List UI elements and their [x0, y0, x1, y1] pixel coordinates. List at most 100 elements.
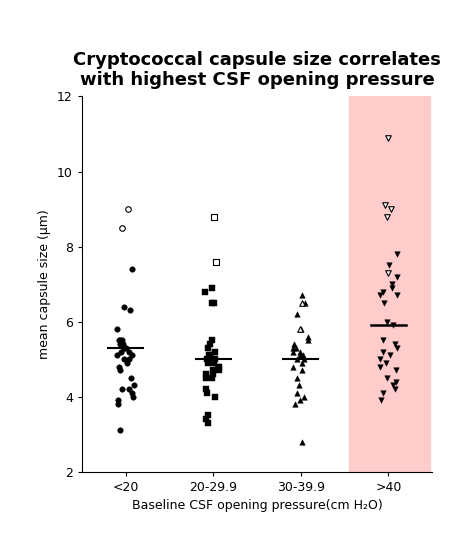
Point	[384, 317, 391, 326]
Point	[202, 385, 210, 393]
Point	[206, 351, 213, 360]
Point	[391, 340, 399, 348]
Point	[304, 336, 312, 345]
Point	[379, 347, 386, 356]
Point	[116, 340, 124, 348]
Point	[206, 351, 213, 360]
Point	[390, 381, 397, 390]
Point	[129, 392, 136, 401]
Point	[129, 265, 136, 273]
Point	[116, 362, 123, 371]
Point	[119, 340, 126, 348]
Point	[210, 359, 217, 367]
Point	[386, 351, 394, 360]
Point	[289, 344, 297, 352]
Point	[393, 366, 400, 375]
Point	[298, 437, 305, 446]
Point	[381, 201, 388, 210]
Point	[120, 344, 127, 352]
Point	[384, 269, 392, 277]
Point	[388, 284, 395, 292]
Point	[115, 336, 122, 345]
Point	[390, 321, 397, 330]
Point	[393, 272, 400, 281]
Point	[293, 374, 300, 382]
Point	[125, 355, 132, 363]
Point	[129, 389, 136, 397]
Point	[210, 366, 217, 375]
Point	[212, 355, 219, 363]
Point	[289, 347, 296, 356]
Point	[205, 411, 212, 420]
Point	[125, 347, 132, 356]
Point	[126, 306, 133, 315]
Point	[203, 415, 210, 423]
Point	[210, 212, 217, 221]
Point	[117, 347, 124, 356]
Point	[208, 299, 216, 307]
Point	[201, 287, 208, 296]
Point	[296, 347, 303, 356]
Point	[384, 133, 391, 142]
Point	[208, 336, 216, 345]
Point	[293, 389, 301, 397]
Point	[123, 344, 130, 352]
Point	[376, 355, 384, 363]
Point	[393, 377, 400, 386]
Point	[384, 374, 391, 382]
Point	[212, 347, 219, 356]
Point	[377, 396, 384, 405]
Point	[389, 280, 396, 288]
Point	[117, 366, 124, 375]
Point	[205, 419, 212, 427]
Point	[304, 332, 311, 341]
Point	[216, 366, 223, 375]
Point	[116, 336, 123, 345]
Point	[292, 344, 299, 352]
Point	[391, 385, 399, 393]
Point	[126, 385, 133, 393]
Point	[211, 299, 218, 307]
Point	[293, 310, 301, 318]
Point	[207, 340, 214, 348]
Point	[208, 374, 216, 382]
Point	[204, 359, 212, 367]
Point	[380, 287, 387, 296]
Point	[212, 257, 220, 266]
Point	[203, 389, 210, 397]
Point	[114, 351, 121, 360]
Point	[298, 366, 306, 375]
Point	[300, 351, 307, 360]
Bar	[349, 96, 430, 472]
Point	[202, 370, 210, 378]
Point	[123, 359, 131, 367]
Point	[121, 302, 128, 311]
Point	[383, 212, 390, 221]
Point	[129, 351, 136, 360]
Point	[393, 250, 400, 258]
Point	[291, 340, 298, 348]
Point	[293, 355, 301, 363]
Point	[296, 396, 303, 405]
Point	[124, 205, 131, 213]
Point	[208, 284, 216, 292]
Title: Cryptococcal capsule size correlates
with highest CSF opening pressure: Cryptococcal capsule size correlates wit…	[73, 50, 441, 90]
Point	[379, 336, 387, 345]
Point	[114, 400, 121, 408]
Point	[298, 291, 305, 300]
Point	[289, 362, 296, 371]
Point	[380, 299, 388, 307]
Point	[377, 362, 384, 371]
Point	[393, 291, 400, 300]
Point	[130, 381, 137, 390]
Point	[216, 362, 223, 371]
Point	[291, 400, 298, 408]
Point	[204, 344, 212, 352]
Point	[119, 385, 126, 393]
Point	[299, 359, 306, 367]
Point	[113, 325, 121, 333]
Point	[379, 389, 386, 397]
Point	[119, 224, 126, 232]
Point	[296, 325, 303, 333]
Point	[115, 396, 122, 405]
